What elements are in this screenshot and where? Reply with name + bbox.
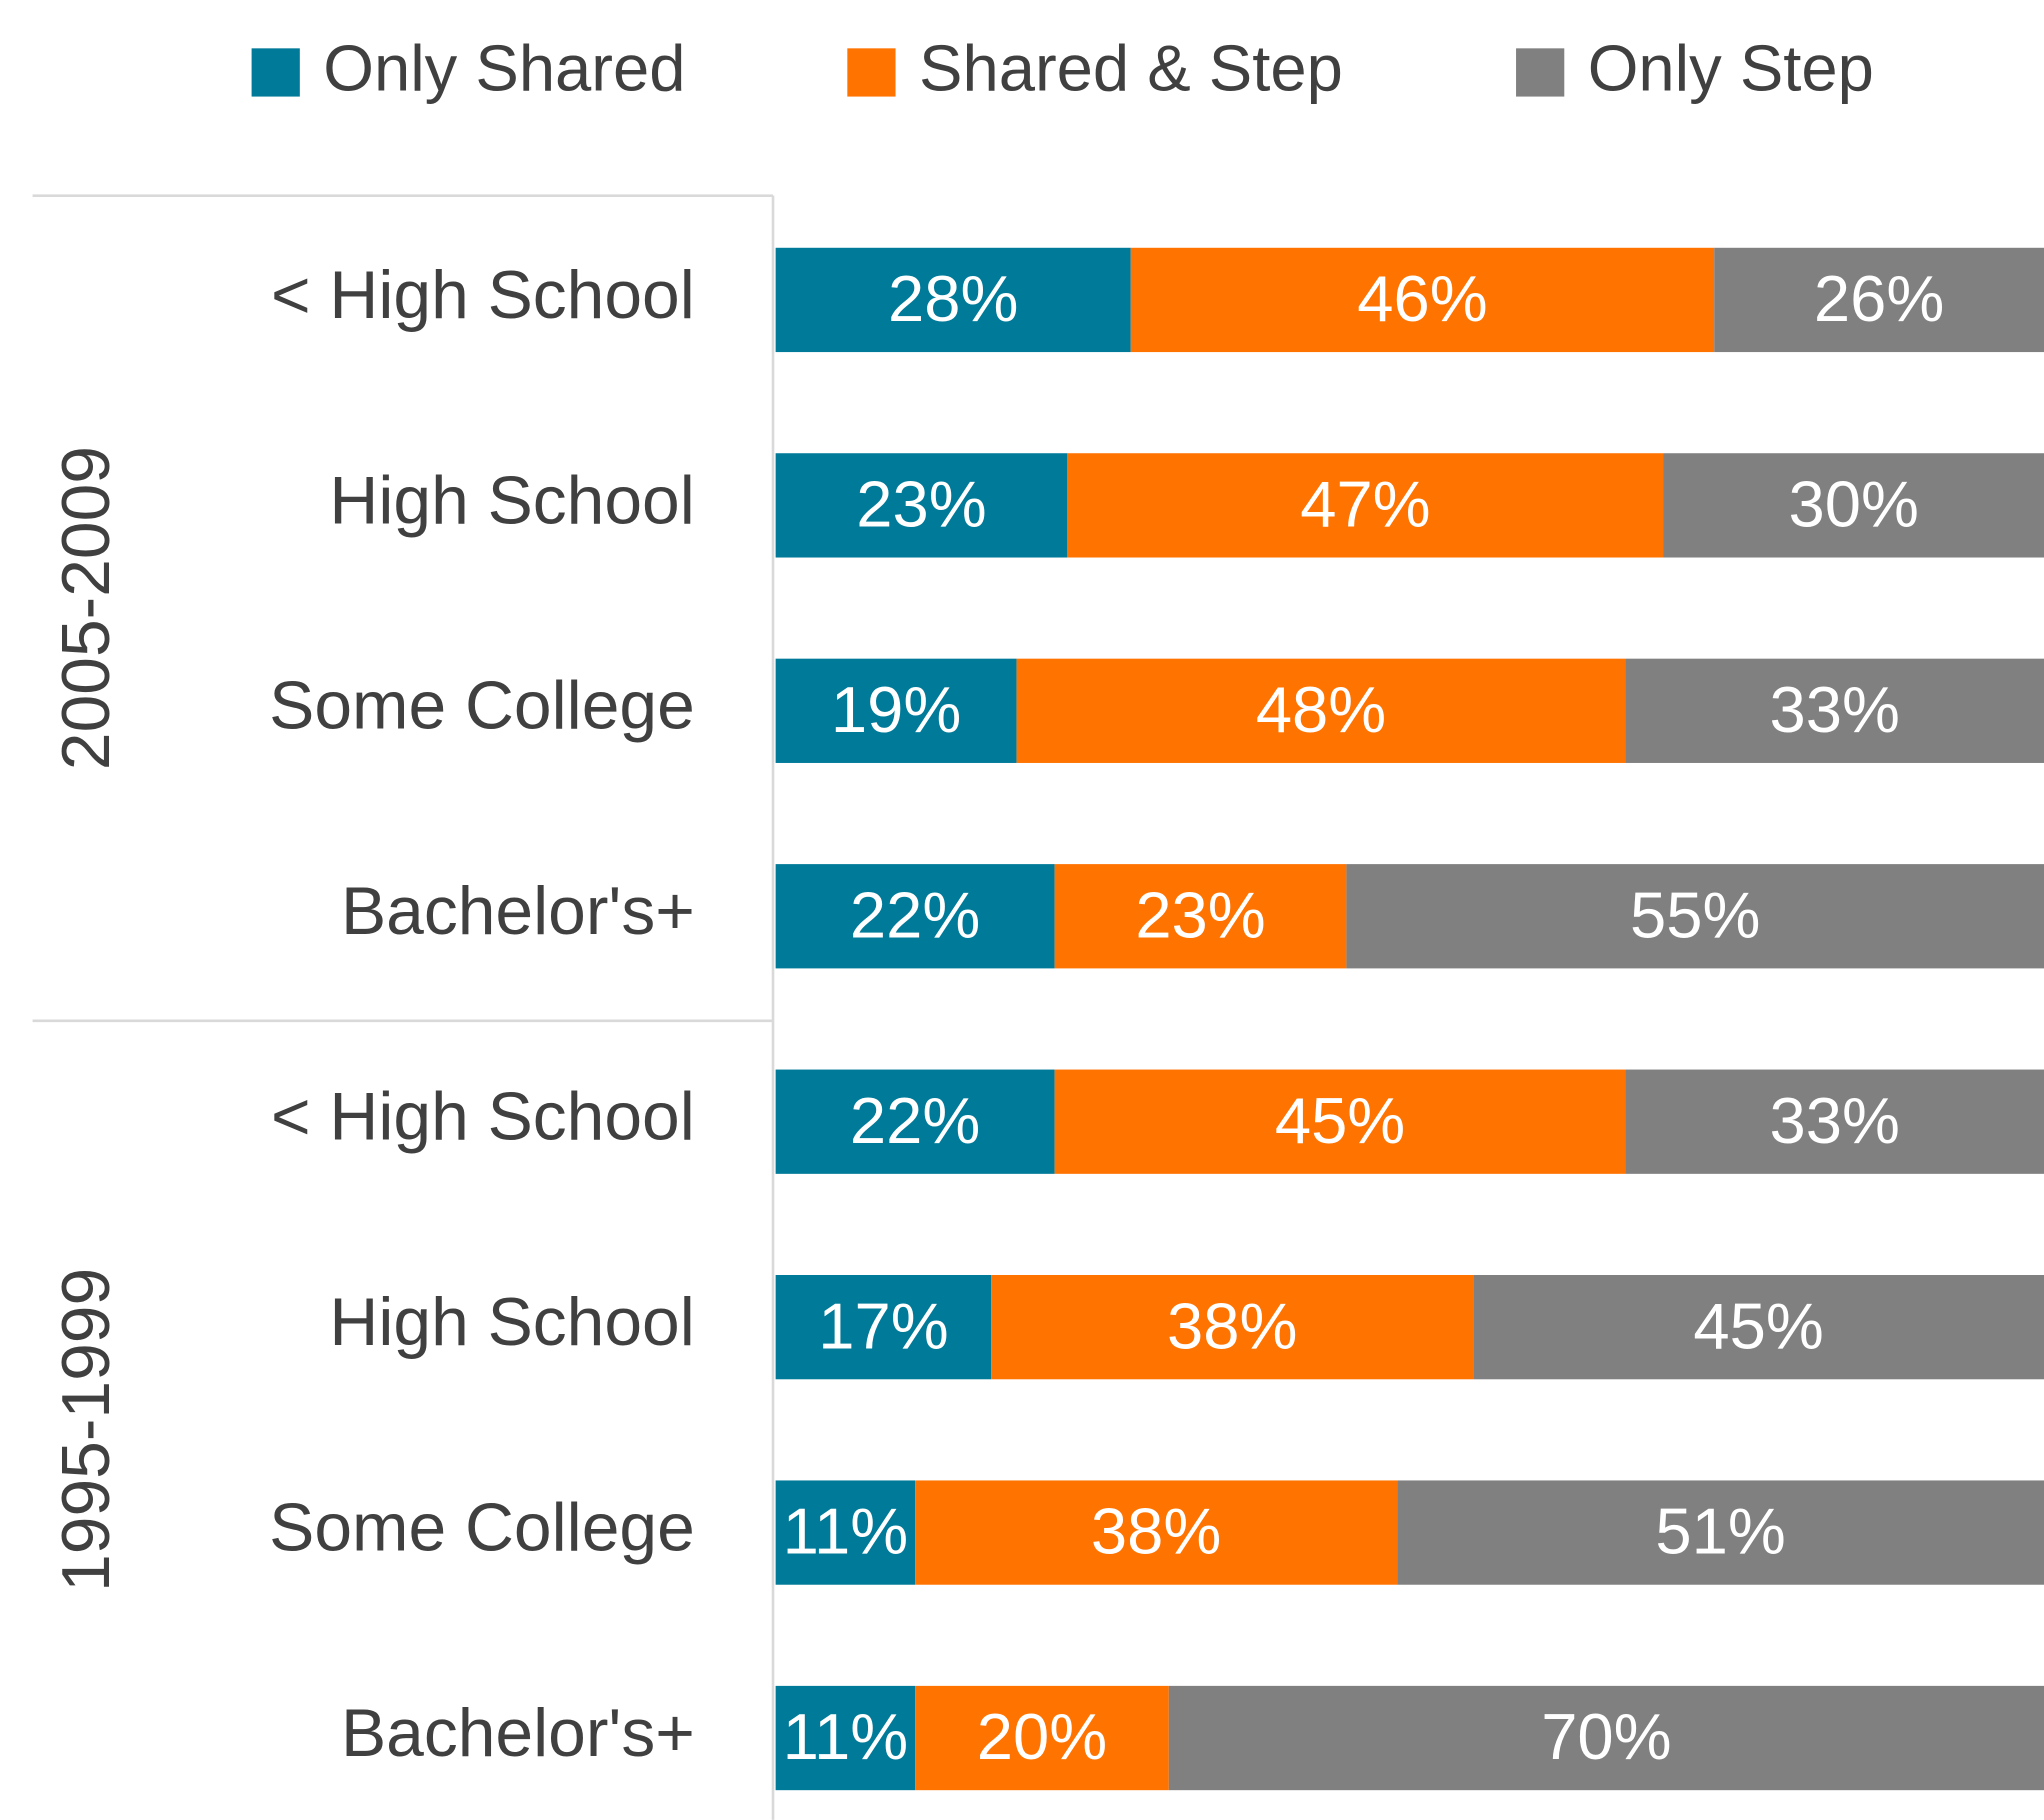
bar-segment	[775, 1275, 992, 1380]
data-label: 17%	[818, 1289, 948, 1362]
data-label: 22%	[850, 878, 980, 951]
data-label: 47%	[1300, 468, 1430, 541]
data-label: 33%	[1770, 673, 1900, 746]
bar-segment	[775, 864, 1055, 969]
bar-segment	[1625, 658, 2044, 763]
bar-segment	[775, 1069, 1055, 1174]
legend-label: Shared & Step	[919, 31, 1343, 104]
data-label: 19%	[831, 673, 961, 746]
bar-segment	[1625, 1069, 2044, 1174]
group-label: 1995-1999	[49, 1268, 124, 1592]
bar-segment	[775, 658, 1017, 763]
category-label: Some College	[269, 1490, 695, 1565]
bar-segment	[1473, 1275, 2044, 1380]
bar-segment	[775, 1480, 916, 1585]
data-label: 45%	[1693, 1289, 1823, 1362]
category-label: High School	[329, 1285, 694, 1360]
data-label: 51%	[1655, 1495, 1785, 1568]
bar-segment	[915, 1480, 1398, 1585]
bar-segment	[1168, 1685, 2044, 1791]
data-label: 70%	[1541, 1700, 1671, 1773]
category-label: Bachelor's+	[341, 1696, 695, 1771]
data-label: 38%	[1091, 1495, 1221, 1568]
legend-swatch	[1516, 48, 1565, 97]
data-label: 55%	[1630, 878, 1760, 951]
data-label: 30%	[1789, 468, 1919, 541]
data-label: 46%	[1357, 262, 1487, 335]
bar-segment	[775, 1685, 916, 1791]
legend-label: Only Step	[1588, 31, 1874, 104]
legend-swatch	[847, 48, 896, 97]
data-label: 28%	[888, 262, 1018, 335]
category-label: High School	[329, 463, 694, 538]
legend-swatch	[251, 48, 300, 97]
bar-segment	[915, 1685, 1169, 1791]
bar-segment	[1714, 247, 2044, 353]
bar-segment	[1054, 1069, 1626, 1174]
data-label: 33%	[1770, 1084, 1900, 1157]
category-label: < High School	[271, 1080, 695, 1155]
data-label: 38%	[1167, 1289, 1297, 1362]
category-label: Bachelor's+	[341, 874, 695, 949]
bar-segment	[775, 453, 1068, 558]
group-label: 2005-2009	[49, 446, 124, 770]
bar-segment	[991, 1275, 1474, 1380]
data-label: 11%	[783, 1700, 909, 1773]
bar-segment	[1663, 453, 2044, 558]
bar-segment	[1054, 864, 1347, 969]
data-label: 11%	[783, 1495, 909, 1568]
data-label: 45%	[1275, 1084, 1405, 1157]
bar-segment	[1016, 658, 1626, 763]
category-label: Some College	[269, 669, 695, 744]
data-label: 20%	[977, 1700, 1107, 1773]
data-label: 23%	[1135, 878, 1265, 951]
bar-segment	[775, 247, 1131, 353]
data-label: 22%	[850, 1084, 980, 1157]
data-label: 23%	[856, 468, 986, 541]
bar-segment	[1397, 1480, 2044, 1585]
bar-segment	[1346, 864, 2044, 969]
category-label: < High School	[271, 258, 695, 333]
bar-segment	[1130, 247, 1715, 353]
data-label: 48%	[1256, 673, 1386, 746]
legend-label: Only Shared	[323, 31, 685, 104]
data-label: 26%	[1814, 262, 1944, 335]
bar-segment	[1067, 453, 1664, 558]
